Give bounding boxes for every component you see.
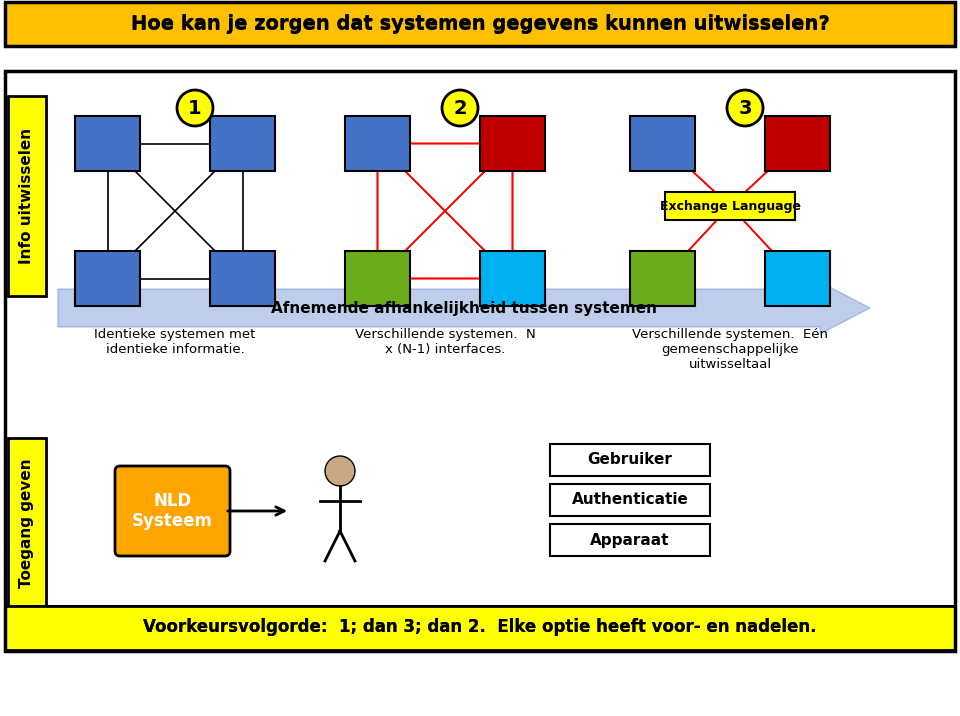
Bar xyxy=(550,524,710,556)
Text: Hoe kan je zorgen dat systemen gegevens kunnen uitwisselen?: Hoe kan je zorgen dat systemen gegevens … xyxy=(131,14,829,34)
Bar xyxy=(765,251,830,306)
Bar xyxy=(5,71,955,651)
Text: 3: 3 xyxy=(738,99,752,117)
Bar xyxy=(345,251,410,306)
Bar xyxy=(75,116,140,171)
Bar xyxy=(210,116,275,171)
Bar xyxy=(345,116,410,171)
Text: Info uitwisselen: Info uitwisselen xyxy=(19,128,35,264)
Text: Voorkeursvolgorde:  1; dan 3; dan 2.  Elke optie heeft voor- en nadelen.: Voorkeursvolgorde: 1; dan 3; dan 2. Elke… xyxy=(143,618,817,636)
Bar xyxy=(550,444,710,476)
Bar xyxy=(480,116,545,171)
Text: Toegang geven: Toegang geven xyxy=(19,458,35,588)
Bar xyxy=(5,71,955,651)
Text: Voorkeursvolgorde:  1; dan 3; dan 2.  Elke optie heeft voor- en nadelen.: Voorkeursvolgorde: 1; dan 3; dan 2. Elke… xyxy=(143,618,817,636)
Bar xyxy=(630,251,695,306)
Bar xyxy=(5,606,955,648)
Bar xyxy=(5,2,955,46)
Text: NLD
Systeem: NLD Systeem xyxy=(132,492,213,531)
Bar xyxy=(5,2,955,44)
Text: Verschillende systemen.  Eén
gemeenschappelijke
uitwisseltaal: Verschillende systemen. Eén gemeenschapp… xyxy=(632,328,828,371)
Bar xyxy=(765,116,830,171)
Bar xyxy=(75,251,140,306)
Bar xyxy=(8,96,46,296)
Text: Authenticatie: Authenticatie xyxy=(571,493,688,508)
Text: 1: 1 xyxy=(188,99,202,117)
Bar xyxy=(630,116,695,171)
Bar xyxy=(210,251,275,306)
Text: 2: 2 xyxy=(453,99,467,117)
Bar xyxy=(665,192,795,220)
Text: Verschillende systemen.  N
x (N-1) interfaces.: Verschillende systemen. N x (N-1) interf… xyxy=(354,328,536,356)
Text: Identieke systemen met
identieke informatie.: Identieke systemen met identieke informa… xyxy=(94,328,255,356)
Circle shape xyxy=(727,90,763,126)
Bar xyxy=(8,438,46,608)
Bar xyxy=(480,251,545,306)
Circle shape xyxy=(325,456,355,486)
Text: Apparaat: Apparaat xyxy=(590,533,670,548)
Bar xyxy=(5,606,955,650)
Circle shape xyxy=(442,90,478,126)
Circle shape xyxy=(177,90,213,126)
FancyBboxPatch shape xyxy=(115,466,230,556)
Bar xyxy=(550,484,710,516)
Text: Gebruiker: Gebruiker xyxy=(588,453,672,468)
Text: Afnemende afhankelijkheid tussen systemen: Afnemende afhankelijkheid tussen systeme… xyxy=(271,301,657,316)
FancyArrow shape xyxy=(58,282,870,334)
Text: Hoe kan je zorgen dat systemen gegevens kunnen uitwisselen?: Hoe kan je zorgen dat systemen gegevens … xyxy=(131,14,829,32)
Text: Exchange Language: Exchange Language xyxy=(660,200,801,213)
